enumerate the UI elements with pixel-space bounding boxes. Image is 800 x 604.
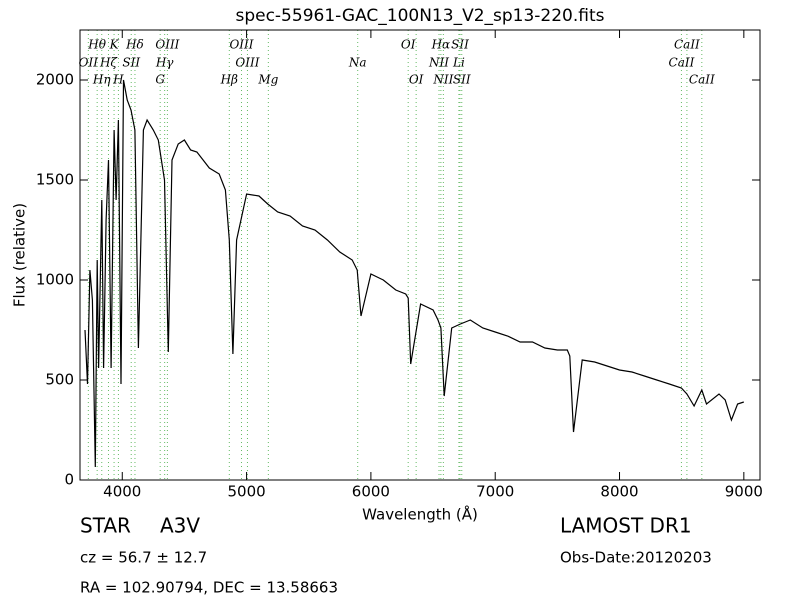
- coordinates: RA = 102.90794, DEC = 13.58663: [80, 579, 338, 597]
- plot-frame: [79, 29, 761, 481]
- spectral-line-label: Hα: [431, 38, 451, 52]
- y-tick-label: 2000: [36, 71, 74, 89]
- survey: LAMOST DR1: [560, 514, 692, 538]
- y-tick-label: 1000: [36, 271, 74, 289]
- x-axis-label: Wavelength (Å): [362, 505, 478, 524]
- spectral-line-label: G: [155, 73, 165, 87]
- spectral-line-label: NII: [428, 56, 449, 70]
- spectral-line-label: OI: [409, 73, 424, 87]
- x-tick-label: 9000: [725, 483, 763, 501]
- x-tick-label: 6000: [352, 483, 390, 501]
- chart-title: spec-55961-GAC_100N13_V2_sp13-220.fits: [235, 6, 604, 26]
- spectral-line-label: OIII: [235, 56, 259, 70]
- spectral-line-label: OI: [401, 38, 416, 52]
- x-tick-label: 4000: [103, 483, 141, 501]
- spectral-line-label: OIII: [229, 38, 253, 52]
- spectral-line-label: Hγ: [155, 56, 174, 70]
- y-tick-label: 1500: [36, 171, 74, 189]
- spectral-line-label: Hθ: [87, 38, 106, 52]
- spectral-line-label: Hβ: [220, 73, 238, 87]
- spectral-line-label: CaII: [669, 56, 695, 70]
- spectral-line-label: SII: [451, 38, 469, 52]
- spectral-line-label: Mg: [257, 73, 278, 87]
- subclass: A3V: [160, 514, 200, 538]
- spectral-line-label: OIII: [155, 38, 179, 52]
- spectral-line-label: NII: [432, 73, 453, 87]
- spectral-line-label: SII: [453, 73, 471, 87]
- y-tick-label: 500: [45, 371, 74, 389]
- y-tick-label: 0: [64, 471, 74, 489]
- redshift: cz = 56.7 ± 12.7: [80, 549, 207, 567]
- y-axis-label: Flux (relative): [11, 203, 29, 307]
- spectral-line-label: Hδ: [125, 38, 144, 52]
- x-tick-label: 5000: [227, 483, 265, 501]
- object-class: STAR: [80, 514, 131, 538]
- spectral-line-label: OII: [79, 56, 99, 70]
- spectral-line-label: Hη: [92, 73, 111, 87]
- obs-date: Obs-Date:20120203: [560, 549, 712, 567]
- spectral-line-label: H: [112, 73, 124, 87]
- spectral-line-label: K: [109, 38, 120, 52]
- spectral-line-label: Li: [452, 56, 465, 70]
- x-tick-label: 8000: [600, 483, 638, 501]
- spectral-line-label: SII: [122, 56, 140, 70]
- spectral-line-label: CaII: [674, 38, 700, 52]
- spectral-line-label: Hζ: [99, 56, 118, 70]
- x-tick-label: 7000: [476, 483, 514, 501]
- spectrum-line: [84, 79, 744, 468]
- spectral-line-label: Na: [348, 56, 367, 70]
- spectral-line-label: CaII: [689, 73, 715, 87]
